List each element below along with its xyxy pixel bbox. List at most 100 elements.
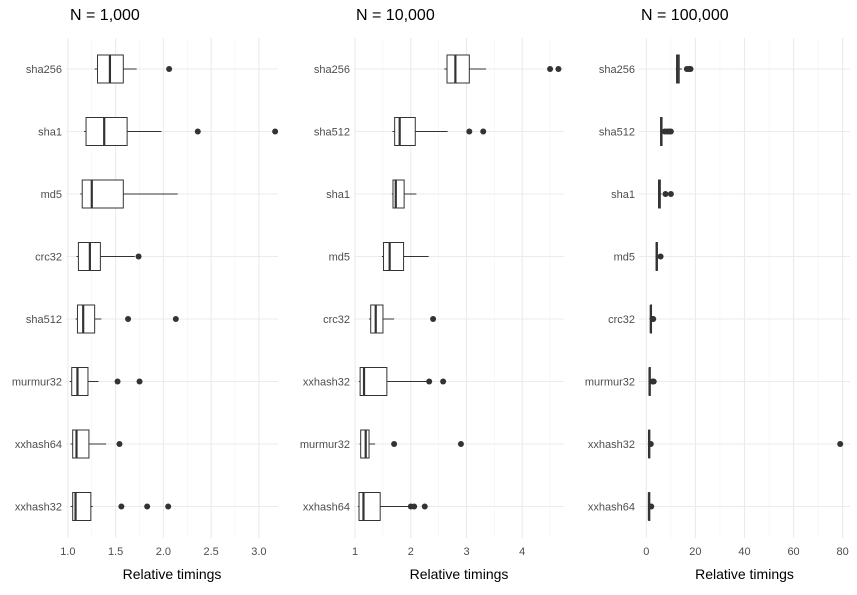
outlier-point [172,316,179,322]
x-tick-label: 2.5 [204,546,219,558]
x-tick-labels: 1 2 3 4 [352,546,525,558]
y-tick-label: xxhash32 [588,439,635,451]
y-tick-label: murmur32 [585,377,635,389]
box-sha1 [391,179,417,209]
outlier-point [687,66,694,72]
outlier-point [837,441,844,447]
y-tick-label: xxhash64 [588,502,635,514]
outlier-point [114,378,121,385]
box-sha256 [675,54,694,84]
outlier-point [650,378,657,385]
outlier-point [118,503,125,510]
x-tick-labels: 0 20 40 60 80 [643,546,848,558]
y-tick-label: xxhash64 [303,502,350,514]
outlier-point [391,441,398,447]
y-tick-label: crc32 [323,314,350,326]
x-tick-label: 40 [738,546,750,558]
y-tick-label: sha256 [314,64,350,76]
outlier-point [125,316,132,322]
x-tick-label: 80 [837,546,849,558]
box-md5 [655,242,664,271]
outlier-point [136,378,143,385]
outlier-point [667,191,674,197]
outlier-point [272,128,279,135]
y-tick-label: murmur32 [12,377,62,389]
y-tick-label: murmur32 [300,439,350,451]
outlier-point [662,191,669,197]
y-tick-label: xxhash32 [15,502,62,514]
panel-title: N = 10,000 [356,7,435,24]
outlier-point [547,66,554,72]
box-sha512 [660,117,674,146]
grid-layer [66,38,278,538]
y-tick-label: sha512 [314,127,350,139]
box-murmur32 [648,367,657,396]
box-sha256 [94,54,173,84]
iqr-box [76,304,96,334]
outlier-point [430,316,437,322]
iqr-box [394,117,416,146]
x-axis-title: Relative timings [695,566,794,582]
box-xxhash64 [357,492,428,521]
y-tick-label: crc32 [35,252,62,264]
x-tick-label: 1.0 [60,546,75,558]
iqr-box [81,179,124,209]
marks-layer [69,54,279,521]
y-tick-labels: sha256 sha512 sha1 md5 crc32 xxhash32 murmur32… [300,64,350,514]
outlier-point [648,503,655,510]
outlier-point [426,378,433,385]
box-crc32 [649,304,657,334]
iqr-box [85,117,128,146]
outlier-point [480,128,487,135]
outlier-point [165,503,172,510]
panel-n1000: N = 1,000 sha256 sha1 md5 crc32 sha512 murmur… [12,7,279,582]
outlier-point [194,128,201,135]
outlier-point [466,128,473,135]
y-tick-label: sha1 [326,189,350,201]
y-tick-label: md5 [614,252,635,264]
y-tick-label: sha256 [26,64,62,76]
box-xxhash32 [647,429,844,459]
y-tick-label: sha1 [611,189,635,201]
iqr-box [392,179,405,209]
y-tick-labels: sha256 sha512 sha1 md5 crc32 murmur32 xxhash32… [585,64,635,514]
y-tick-label: sha1 [38,127,62,139]
box-md5 [381,242,429,271]
iqr-box [72,492,92,521]
y-tick-label: xxhash64 [15,439,62,451]
outlier-point [166,66,173,72]
x-tick-label: 3.0 [251,546,266,558]
box-sha1 [658,179,674,209]
outlier-point [116,441,123,447]
x-tick-label: 2.0 [156,546,171,558]
y-tick-label: xxhash32 [303,377,350,389]
y-tick-label: sha512 [599,127,635,139]
box-crc32 [369,304,437,334]
outlier-point [647,441,654,447]
y-tick-labels: sha256 sha1 md5 crc32 sha512 murmur32 xxhash64… [12,64,62,514]
box-murmur32 [359,429,464,459]
box-sha256 [444,54,562,84]
marks-layer [357,54,562,521]
panel-n10000: N = 10,000 sha256 sha512 sha1 md5 crc32 xxhas… [300,7,564,582]
panel-title: N = 1,000 [70,7,140,24]
x-tick-label: 1 [352,546,358,558]
x-axis-title: Relative timings [123,566,222,582]
panel-n100000: N = 100,000 sha256 sha512 sha1 md5 crc32 murm… [585,7,850,582]
x-tick-label: 4 [519,546,525,558]
iqr-box [71,367,89,396]
y-tick-label: sha512 [26,314,62,326]
x-tick-labels: 1.0 1.5 2.0 2.5 3.0 [60,546,266,558]
y-tick-label: md5 [41,189,62,201]
box-xxhash64 [647,492,655,521]
y-tick-label: crc32 [608,314,635,326]
box-xxhash32 [70,492,172,521]
x-tick-label: 0 [643,546,649,558]
box-sha1 [84,117,279,146]
outlier-point [411,503,418,510]
x-axis-title: Relative timings [410,566,509,582]
box-sha512 [75,304,179,334]
x-tick-label: 60 [787,546,799,558]
box-xxhash32 [359,367,447,396]
